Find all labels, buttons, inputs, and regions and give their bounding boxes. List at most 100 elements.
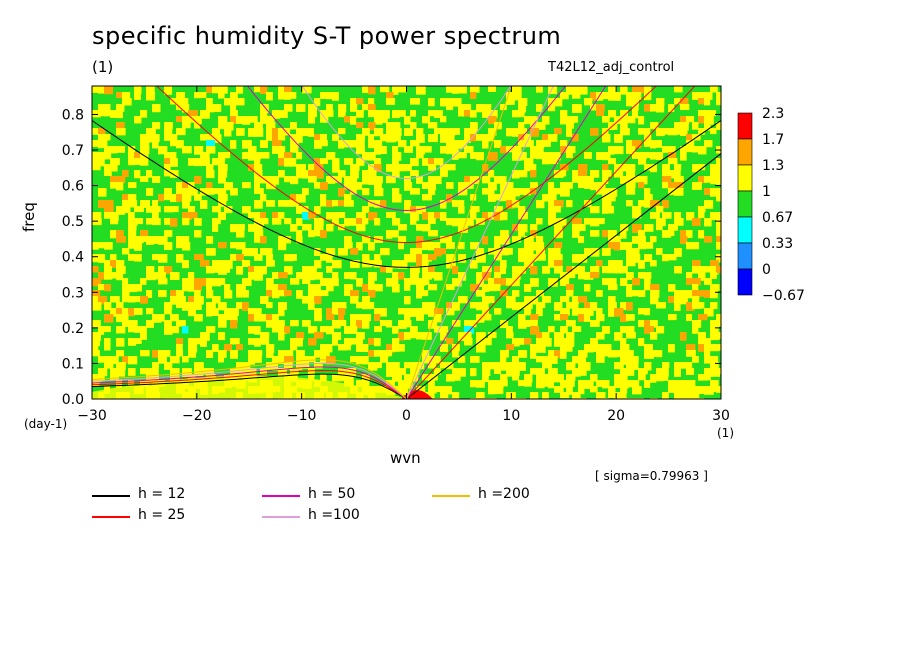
heatmap-cell [428,380,435,387]
heatmap-cell [470,368,477,377]
heatmap-cell [296,350,305,357]
heatmap-cell [428,272,437,279]
heatmap-cell [644,350,654,359]
heatmap-cell [506,194,516,203]
heatmap-cell [326,152,336,160]
heatmap-cell [572,392,581,399]
heatmap-cell [140,146,150,155]
heatmap-cell [428,158,435,167]
heatmap-cell [560,392,570,399]
heatmap-cell [374,386,382,393]
heatmap-cell [428,254,437,261]
heatmap-cell [392,188,400,197]
heatmap-cell [170,134,178,141]
heatmap-cell [344,368,353,375]
heatmap-cell [260,212,267,219]
heatmap-cell [320,194,327,203]
heatmap-cell [344,242,353,249]
heatmap-cell [272,128,281,137]
heatmap-cell [266,122,276,129]
heatmap-cell [524,308,532,316]
heatmap-cell [314,290,321,298]
heatmap-cell [380,308,387,317]
heatmap-cell [644,242,654,249]
heatmap-cell [428,242,438,251]
heatmap-cell [110,296,120,303]
heatmap-cell [200,260,210,267]
heatmap-cell [620,176,627,184]
heatmap-cell [350,272,357,280]
heatmap-cell [302,278,311,285]
heatmap-cell [482,140,489,149]
heatmap-cell [176,194,185,202]
heatmap-cell [146,86,155,94]
heatmap-cell [320,254,330,261]
heatmap-cell [524,140,534,148]
heatmap-cell [680,392,689,399]
heatmap-cell [278,134,286,141]
heatmap-cell [308,128,315,137]
heatmap-cell [668,170,675,179]
heatmap-cell [566,332,575,340]
heatmap-cell [236,368,243,377]
heatmap-cell [392,164,399,172]
heatmap-cell [188,350,197,358]
heatmap-cell [422,332,432,340]
heatmap-cell [578,176,588,184]
heatmap-cell [152,254,159,261]
heatmap-cell [698,332,706,341]
colorbar-swatch [737,268,753,296]
heatmap-cell [98,188,107,197]
heatmap-cell [458,152,467,159]
heatmap-cell [620,110,628,117]
heatmap-cell [254,356,262,363]
heatmap-cell [626,140,636,148]
heatmap-cell [200,338,207,347]
heatmap-cell [182,302,192,311]
heatmap-cell [176,236,185,245]
heatmap-cell [554,98,563,107]
heatmap-cell [290,254,297,261]
colorbar-swatch [737,164,753,192]
heatmap-cell [98,296,108,305]
heatmap-cell [296,236,303,244]
heatmap-cell [596,290,603,297]
y-tick-label: 0.3 [62,285,84,301]
heatmap-cell [326,248,336,257]
heatmap-cell [476,218,485,225]
heatmap-cell [254,200,263,209]
heatmap-cell [416,176,423,184]
heatmap-cell [572,230,580,238]
heatmap-cell [548,254,558,263]
heatmap-cell [620,164,628,172]
heatmap-cell [668,158,678,165]
heatmap-cell [404,116,411,125]
heatmap-cell [440,98,450,107]
heatmap-cell [224,260,233,269]
heatmap-cell [272,314,279,323]
heatmap-cell [98,242,106,249]
heatmap-cell [680,362,690,369]
heatmap-cell [416,260,425,268]
heatmap-cell [212,128,220,137]
heatmap-cell [230,308,239,316]
heatmap-cell [620,278,628,286]
heatmap-cell [278,128,288,136]
heatmap-cell [530,146,537,155]
heatmap-cell [206,86,216,93]
heatmap-cell [398,308,406,315]
heatmap-cell [452,218,460,227]
heatmap-cell [692,326,699,334]
heatmap-cell [266,314,275,322]
heatmap-cell [434,356,441,364]
heatmap-cell [584,308,594,316]
heatmap-cell [242,140,252,149]
heatmap-cell [230,338,240,345]
heatmap-cell [614,236,621,244]
heatmap-cell [410,110,417,117]
heatmap-cell [362,302,372,310]
heatmap-cell [494,140,502,148]
heatmap-cell [92,140,101,147]
heatmap-cell [434,308,444,315]
heatmap-cell [362,374,370,383]
